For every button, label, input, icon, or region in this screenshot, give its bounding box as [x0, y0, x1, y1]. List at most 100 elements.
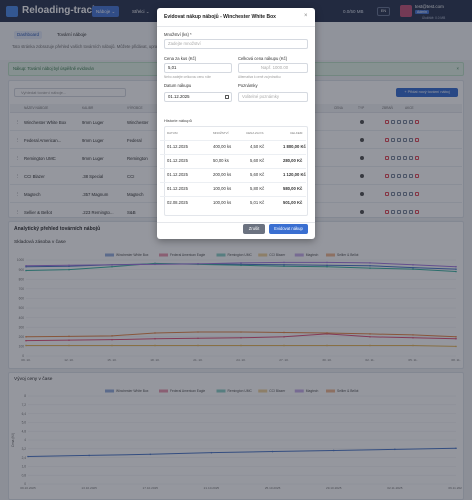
- copy-icon[interactable]: [397, 192, 401, 196]
- notes-input[interactable]: Volitelné poznámky: [238, 92, 308, 102]
- row-name[interactable]: Winchester White Box: [24, 120, 67, 125]
- th-name[interactable]: Název náboje: [24, 106, 49, 110]
- heart-icon[interactable]: [385, 210, 389, 214]
- edit-icon[interactable]: [403, 210, 407, 214]
- row-name[interactable]: Remington UMC: [24, 156, 56, 161]
- row-name[interactable]: Sellier & Bellot: [24, 210, 52, 215]
- drag-handle-icon[interactable]: ⋮: [16, 210, 20, 214]
- x-tick-label: 08. 11.: [451, 358, 460, 362]
- edit-icon[interactable]: [403, 138, 407, 142]
- modal-title: Evidovat nákup nábojů - Winchester White…: [164, 14, 276, 20]
- total-price-input[interactable]: Např. 1000.00: [238, 63, 308, 73]
- delete-icon[interactable]: [415, 138, 419, 142]
- stock-chart: Winchester White Box Federal American Eag…: [17, 253, 461, 362]
- heart-icon[interactable]: [385, 138, 389, 142]
- view-icon[interactable]: [391, 174, 395, 178]
- th-price[interactable]: Cena: [334, 106, 343, 110]
- y-tick-label: 400: [19, 316, 25, 320]
- th-weapon[interactable]: Zbraň: [382, 106, 393, 110]
- avatar[interactable]: [400, 5, 412, 17]
- data-point: [283, 265, 285, 268]
- data-point: [369, 262, 371, 264]
- type-icon: [360, 210, 364, 214]
- purchase-icon[interactable]: [409, 138, 413, 142]
- data-point: [111, 265, 113, 268]
- view-icon[interactable]: [391, 156, 395, 160]
- language-switch[interactable]: EN: [377, 7, 390, 16]
- data-point: [68, 344, 70, 347]
- heart-icon[interactable]: [385, 120, 389, 124]
- heart-icon[interactable]: [385, 174, 389, 178]
- history-total: 1 120,00 Kč: [283, 172, 306, 177]
- type-icon: [360, 192, 364, 196]
- purchase-icon[interactable]: [409, 120, 413, 124]
- submit-purchase-button[interactable]: Evidovat nákup: [269, 224, 308, 234]
- delete-icon[interactable]: [415, 210, 419, 214]
- copy-icon[interactable]: [397, 138, 401, 142]
- row-name[interactable]: Federal American...: [24, 138, 62, 143]
- row-name[interactable]: CCI Blazer: [24, 174, 45, 179]
- unit-price-hint: Nebo zadejte celkovou cenu níže: [164, 75, 211, 79]
- brand-title[interactable]: Reloading-tracker: [22, 5, 108, 16]
- date-input[interactable]: 01.12.2025: [164, 92, 232, 102]
- purchase-icon[interactable]: [409, 210, 413, 214]
- drag-handle-icon[interactable]: ⋮: [16, 174, 20, 178]
- data-point: [111, 338, 113, 341]
- view-icon[interactable]: [391, 138, 395, 142]
- copy-icon[interactable]: [397, 174, 401, 178]
- storage-indicator: 0.0/50 MB: [343, 9, 364, 14]
- view-icon[interactable]: [391, 210, 395, 214]
- y-tick-label: 1000: [17, 258, 24, 262]
- edit-icon[interactable]: [403, 174, 407, 178]
- copy-icon[interactable]: [397, 120, 401, 124]
- data-point: [68, 268, 70, 271]
- purchase-icon[interactable]: [409, 156, 413, 160]
- drag-handle-icon[interactable]: ⋮: [16, 138, 20, 142]
- edit-icon[interactable]: [403, 156, 407, 160]
- legend-label: Sellier & Bellot: [337, 389, 359, 393]
- copy-icon[interactable]: [397, 210, 401, 214]
- row-name[interactable]: Magtech: [24, 192, 41, 197]
- delete-icon[interactable]: [415, 192, 419, 196]
- user-email: test@test.com: [415, 4, 444, 9]
- data-point: [412, 266, 414, 269]
- delete-icon[interactable]: [415, 156, 419, 160]
- purchase-icon[interactable]: [409, 174, 413, 178]
- edit-icon[interactable]: [403, 120, 407, 124]
- view-icon[interactable]: [391, 120, 395, 124]
- drag-handle-icon[interactable]: ⋮: [16, 120, 20, 124]
- drag-handle-icon[interactable]: ⋮: [16, 156, 20, 160]
- nav-naboje[interactable]: Náboje ⌄: [92, 6, 120, 17]
- th-maker[interactable]: Výrobce: [127, 106, 143, 110]
- heart-icon[interactable]: [385, 192, 389, 196]
- th-caliber[interactable]: Kalibr: [82, 106, 94, 110]
- delete-icon[interactable]: [415, 174, 419, 178]
- th-type[interactable]: Typ: [358, 106, 365, 110]
- data-point: [412, 344, 414, 347]
- nav-strelci[interactable]: Střelci ⌄: [132, 9, 150, 14]
- delete-icon[interactable]: [415, 120, 419, 124]
- x-tick-label: 21. 10.: [193, 358, 203, 362]
- purchase-icon[interactable]: [409, 192, 413, 196]
- unit-price-input[interactable]: 5,01: [164, 63, 232, 73]
- close-icon[interactable]: ×: [304, 13, 308, 19]
- history-row-divider: [160, 140, 306, 141]
- edit-icon[interactable]: [403, 192, 407, 196]
- row-caliber: .38 Special: [82, 174, 104, 179]
- history-price: 4,50 Kč: [250, 144, 265, 149]
- data-point: [455, 268, 457, 270]
- tab-tovarni-naboje[interactable]: Tovární náboje: [57, 32, 87, 37]
- view-icon[interactable]: [391, 192, 395, 196]
- search-input[interactable]: Vyhledat tovární náboje...: [14, 88, 126, 97]
- tab-dashboard[interactable]: Dashboard: [14, 31, 43, 39]
- qty-input[interactable]: Zadejte množství: [164, 39, 308, 49]
- calendar-icon[interactable]: [225, 95, 229, 99]
- drag-handle-icon[interactable]: ⋮: [16, 192, 20, 196]
- cancel-button[interactable]: Zrušit: [243, 224, 265, 234]
- heart-icon[interactable]: [385, 156, 389, 160]
- history-qty: 100,00 ks: [213, 186, 232, 191]
- add-ammo-button[interactable]: + Přidat nový tovární náboj: [396, 88, 458, 97]
- copy-icon[interactable]: [397, 156, 401, 160]
- user-storage: Úložiště: 0.0 MB: [422, 16, 446, 20]
- close-icon[interactable]: ×: [456, 66, 459, 71]
